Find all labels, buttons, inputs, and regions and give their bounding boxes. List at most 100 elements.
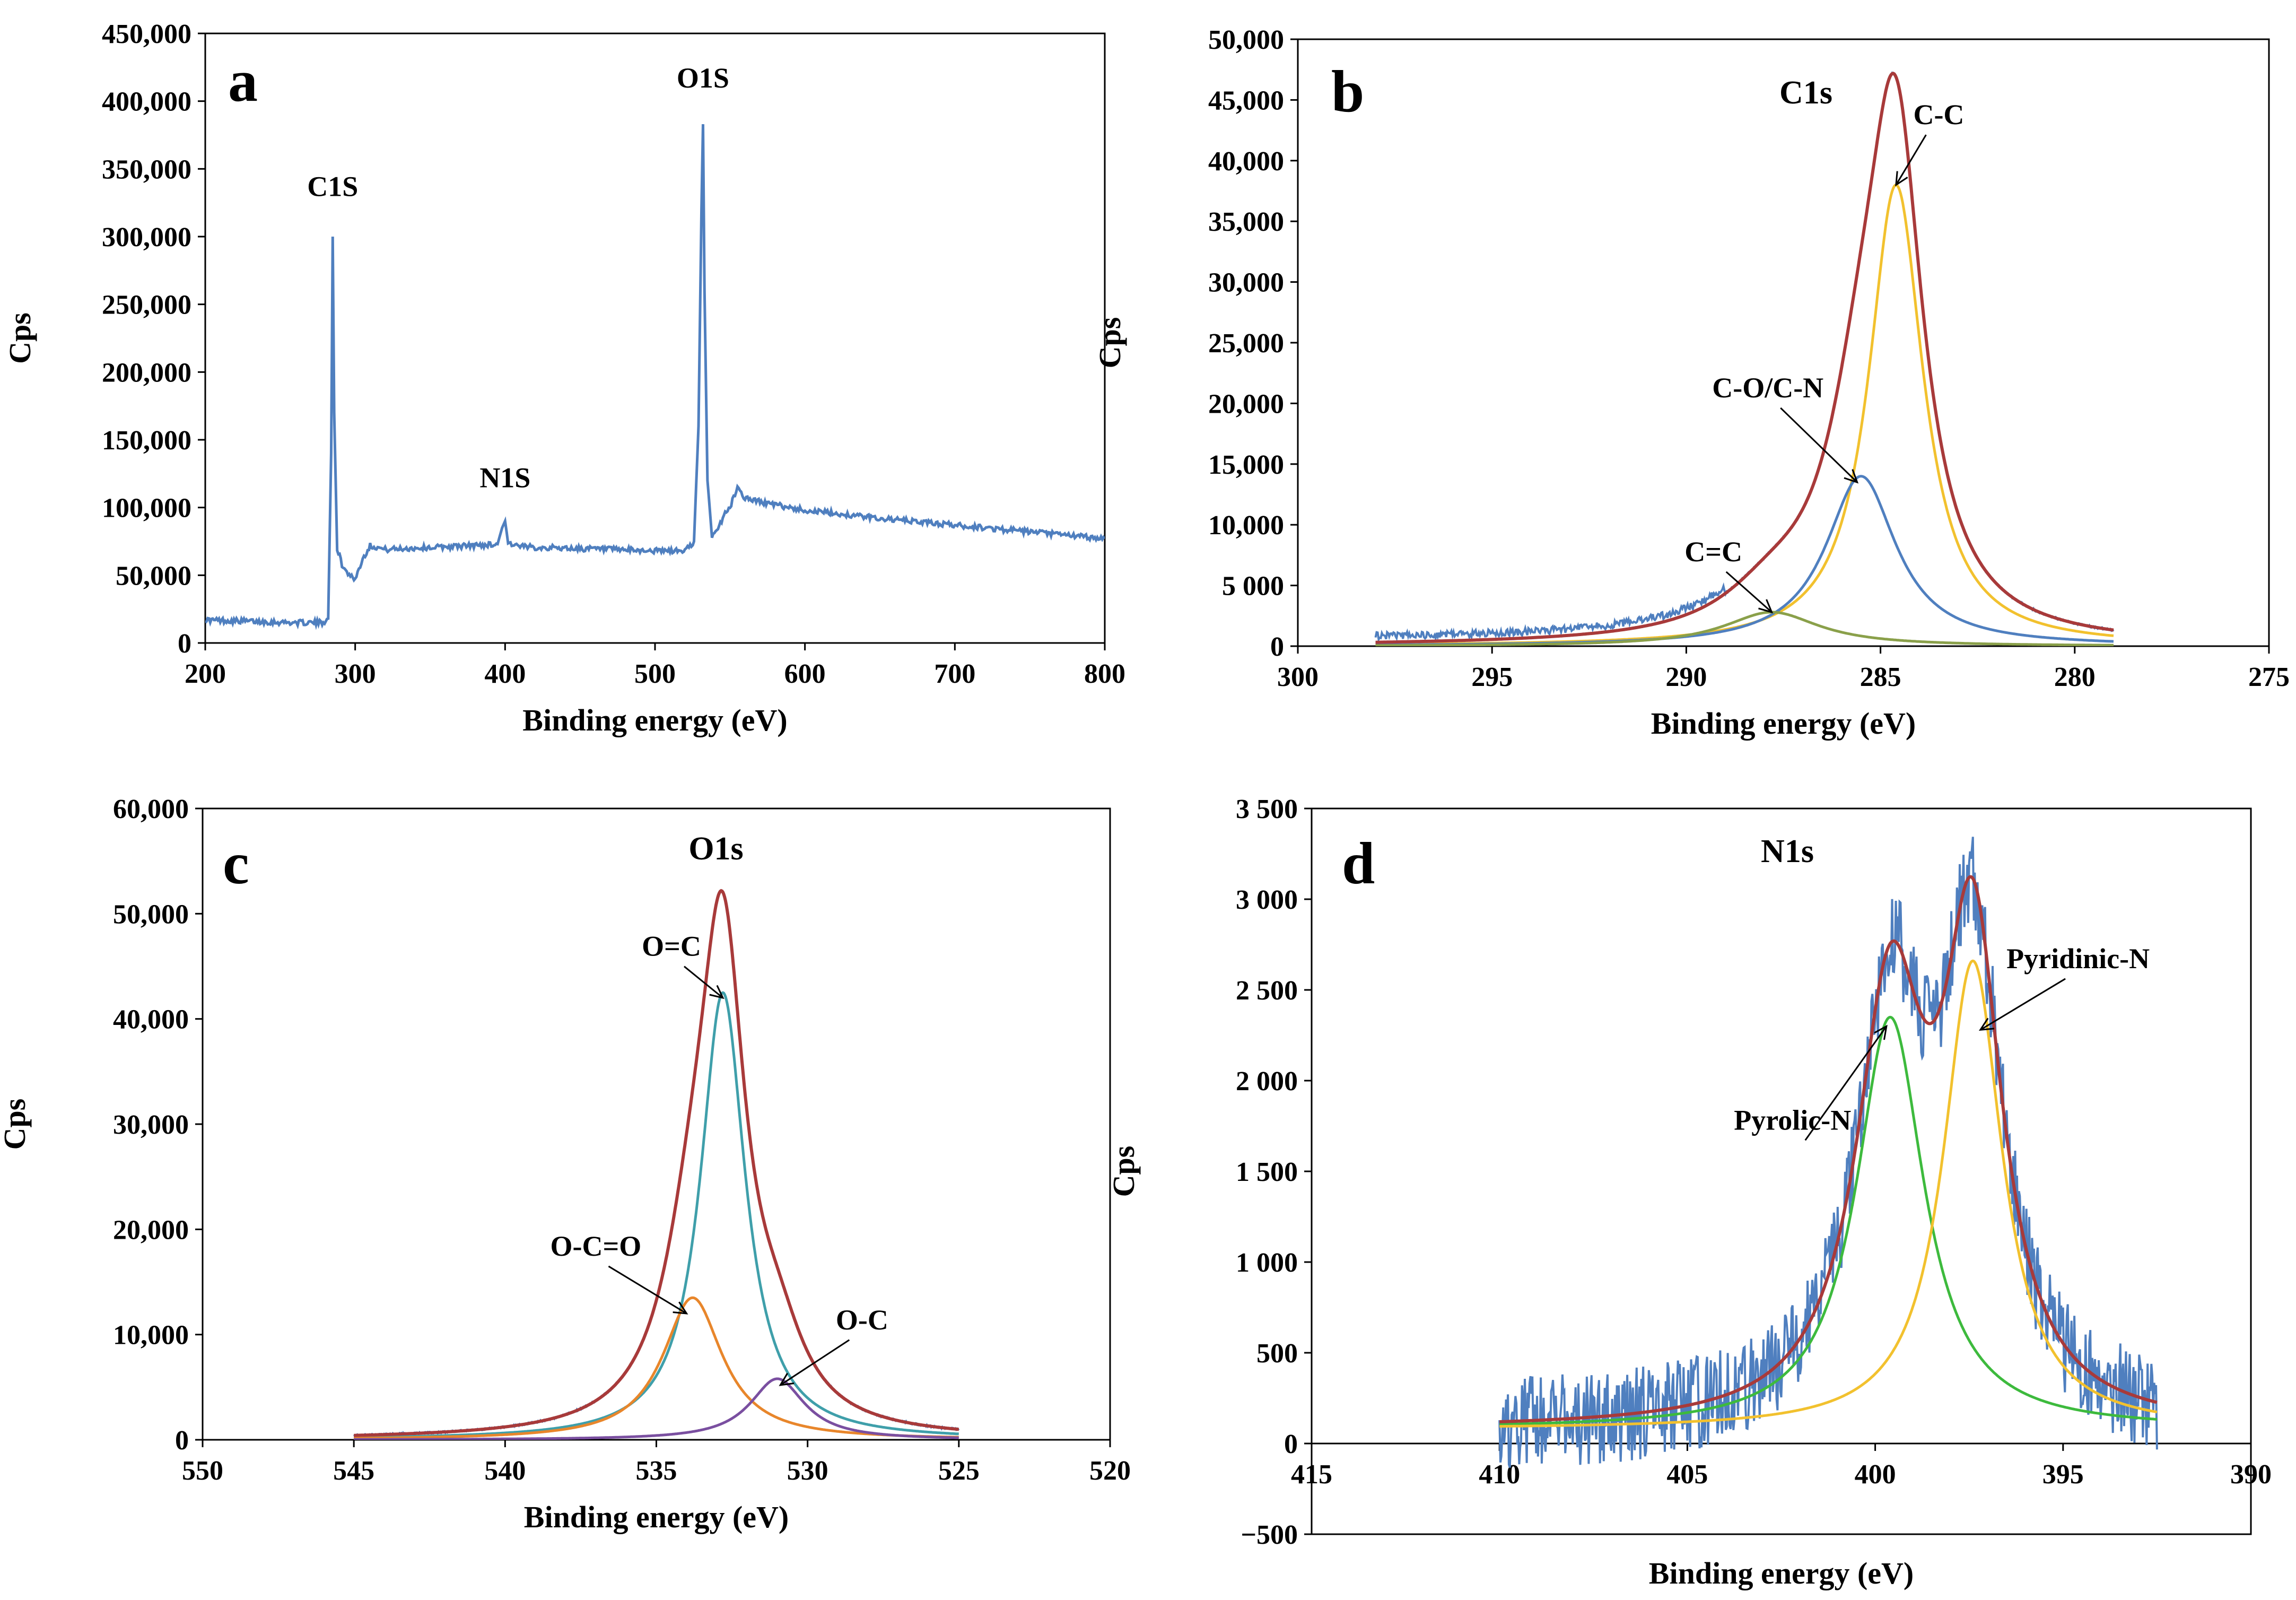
raw-data-line [1374,71,2115,642]
panel-letter: c [223,831,249,897]
y-axis-label: Cps [1106,1146,1141,1197]
y-tick-label: 150,000 [102,425,191,456]
y-tick-label: 40,000 [113,1005,189,1035]
x-tick-label: 295 [1471,662,1513,692]
plot-frame [1297,38,2270,647]
y-tick-label: 30,000 [113,1110,189,1140]
x-tick-label: 275 [2248,662,2290,692]
panel-letter: d [1342,831,1375,897]
y-tick-label: 1 000 [1236,1248,1298,1278]
annotation-arrow-line [1980,978,2066,1031]
annotation-arrow-head [1844,469,1859,484]
series-line-survey [205,124,1105,630]
y-tick-label: 25,000 [1208,328,1284,359]
annotation-arrow-head [1874,1024,1888,1040]
y-tick-label: 100,000 [102,493,191,524]
y-tick-label: 0 [1284,1429,1298,1459]
x-tick-label: 200 [185,659,226,689]
component-line-pyrolic-n [1499,1015,2158,1426]
annotation-arrow-line [684,966,723,999]
panel-letter: b [1331,59,1364,125]
annotation-arrow-head [779,1372,795,1386]
y-tick-label: 50,000 [116,561,191,591]
y-tick-label: 2 000 [1236,1066,1298,1097]
x-tick-label: 400 [484,659,526,689]
annotation-arrow-line [608,1265,687,1315]
x-tick-label: 525 [938,1456,980,1486]
envelope-line [1375,72,2114,644]
y-tick-label: 250,000 [102,290,191,320]
annotation-arrow-line [1895,134,1927,186]
annotation-label: Pyridinic-N [2006,943,2150,975]
annotation-label: O-C=O [551,1230,642,1262]
y-tick-label: 300,000 [102,222,191,253]
x-tick-label: 540 [484,1456,526,1486]
component-line-c-c [1375,611,2114,646]
annotation-arrow-head [1895,171,1908,187]
component-line-o-c-o [354,1296,959,1440]
y-tick-label: 20,000 [113,1215,189,1245]
y-tick-label: 30,000 [1208,268,1284,298]
annotation-arrow-head [709,985,724,999]
y-tick-label: 35,000 [1208,207,1284,237]
component-line-pyridinic-n [1499,959,2158,1428]
chart-title: C1s [1779,75,1832,111]
y-tick-label: 3 500 [1236,794,1298,824]
annotation-label: C=C [1684,536,1742,568]
plot-frame [1311,807,2252,1535]
y-tick-label: 10,000 [1208,510,1284,541]
annotation-label: O=C [642,931,701,962]
y-tick-label: 45,000 [1208,85,1284,116]
x-tick-label: 300 [335,659,376,689]
x-tick-label: 395 [2042,1459,2084,1490]
plot-frame [202,807,1111,1441]
annotation-arrow-line [1780,407,1858,483]
y-axis-label: Cps [3,312,37,364]
y-axis-label: Cps [0,1099,32,1150]
y-axis-label: Cps [1093,317,1127,369]
annotation-label: Pyrolic-N [1734,1104,1851,1136]
x-tick-label: 500 [634,659,676,689]
annotation-label: C-O/C-N [1712,372,1823,404]
x-axis-label: Binding energy (eV) [524,1500,789,1534]
x-tick-label: 410 [1479,1459,1520,1490]
y-tick-label: 1 500 [1236,1157,1298,1187]
y-tick-label: 5 000 [1222,571,1284,602]
y-tick-label: 20,000 [1208,389,1284,419]
y-tick-label: 0 [175,1425,189,1456]
panel-b-c1s-chart: 300 295 290 285 280 275 0 5 000 10,000 15,000 20,0… [1093,25,2290,741]
x-tick-label: 530 [787,1456,828,1486]
panel-c-o1s-chart: 550 545 540 535 530 525 520 0 10,000 20,000 30,000… [0,794,1131,1534]
y-tick-label: 0 [1270,632,1284,662]
x-tick-label: 415 [1291,1459,1332,1490]
raw-data-line [353,890,960,1438]
annotation-label: C-C [1913,99,1964,131]
x-axis-label: Binding energy (eV) [1651,706,1916,741]
annotation-arrow-line [1725,571,1773,613]
panel-d-n1s-chart: 415 410 405 400 395 390 −500 0 500 1 000 1 500 2 00… [1106,794,2272,1590]
y-tick-label: 350,000 [102,154,191,185]
chart-title: N1s [1761,833,1814,869]
x-axis-label: Binding energy (eV) [522,703,787,737]
x-tick-label: 405 [1666,1459,1708,1490]
raw-data-line [1498,837,2158,1468]
y-tick-label: 10,000 [113,1320,189,1351]
x-tick-label: 300 [1277,662,1319,692]
x-tick-label: 535 [636,1456,677,1486]
y-tick-label: 60,000 [113,794,189,824]
panel-letter: a [228,48,258,114]
envelope-line [354,889,959,1437]
x-tick-label: 520 [1089,1456,1131,1486]
y-tick-label: 40,000 [1208,146,1284,177]
annotation-arrow-head [1758,599,1774,614]
x-tick-label: 390 [2230,1459,2272,1490]
x-tick-label: 545 [333,1456,374,1486]
x-tick-label: 290 [1665,662,1707,692]
annotation-label: N1S [479,462,530,493]
x-tick-label: 700 [934,659,975,689]
y-tick-label: 400,000 [102,87,191,117]
x-tick-label: 285 [1860,662,1901,692]
x-axis-label: Binding energy (eV) [1649,1556,1914,1590]
annotation-label: O-C [836,1304,888,1336]
annotation-arrow-line [1804,1025,1888,1141]
